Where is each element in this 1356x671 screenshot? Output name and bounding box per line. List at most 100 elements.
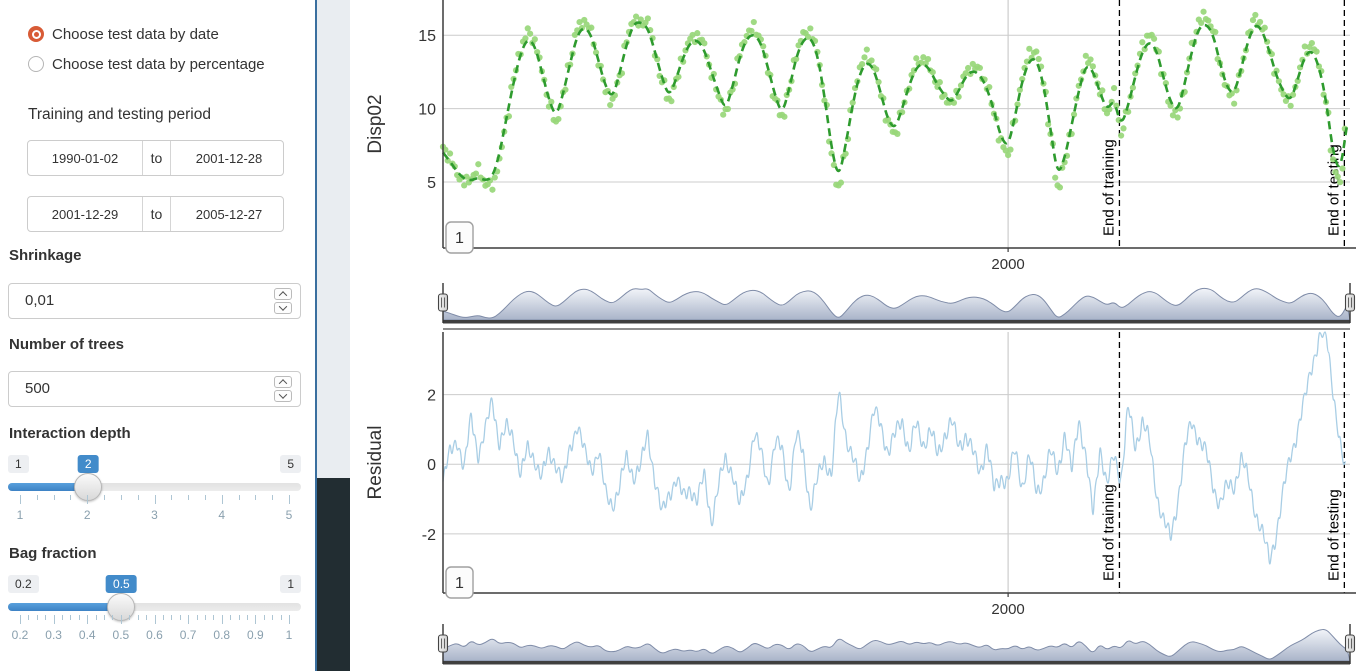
slider-tick [78,615,80,620]
slider-tick [28,615,30,620]
num-trees-input[interactable] [25,372,255,404]
observed-point [1127,93,1134,100]
strip-light-section [317,0,350,478]
period-section-label: Training and testing period [28,106,211,123]
training-end-date-input[interactable] [171,141,287,175]
observed-point [1231,100,1238,107]
chevron-down-icon [278,390,288,399]
radio-test-by-date[interactable]: Choose test data by date [28,25,219,43]
observed-point [444,157,451,164]
radio-test-by-percentage[interactable]: Choose test data by percentage [28,55,265,73]
slider-track[interactable] [8,483,301,491]
slider-tick [204,615,206,620]
chevron-up-icon [278,291,288,300]
observed-point [1273,67,1280,74]
slider-tick [87,495,89,504]
slider-tick [120,495,122,500]
observed-point [873,66,880,73]
vline-label: End of training [1100,139,1117,236]
observed-point [588,24,595,31]
observed-point [689,31,696,39]
bag-fraction-slider: 0.2 1 0.5 0.2 0.3 0.4 0.5 0.6 0.7 0.8 0.9 1 [8,575,301,645]
residual-line [442,331,1347,565]
chart-plot-area[interactable] [443,0,1350,248]
shrinkage-input[interactable] [25,284,255,316]
slider-max-badge: 5 [280,455,301,473]
observed-point [1106,106,1113,113]
slider-tick [255,495,257,500]
chart-plot-area[interactable] [443,332,1350,593]
spin-down-button[interactable] [274,302,292,314]
radio-selected-icon[interactable] [28,26,44,42]
observed-point [592,49,600,56]
observed-point [976,64,983,72]
observed-point [861,54,868,61]
observed-point [1052,174,1059,181]
slider-tick [221,495,223,504]
range-handle-left[interactable] [437,634,449,653]
slider-tick [104,615,106,620]
slider-tick [162,615,164,620]
training-start-date-input[interactable] [28,141,142,175]
spin-up-button[interactable] [274,288,292,300]
testing-start-date-input[interactable] [28,197,142,231]
observed-point [1087,56,1094,63]
slider-tick [104,495,106,500]
observed-point [1233,87,1240,94]
observed-point [920,54,927,61]
observed-point [1169,112,1177,119]
slider-tick [154,615,156,624]
observed-point [1308,39,1315,47]
slider-tick [280,615,282,620]
range-handle-right[interactable] [1344,634,1356,653]
annotation-box[interactable] [445,566,474,599]
slider-grid-label: 2 [83,508,91,522]
slider-tick [62,615,64,620]
slider-track[interactable] [8,603,301,611]
range-handle-right[interactable] [1344,293,1356,312]
interaction-depth-slider: 1 5 2 1 2 3 4 5 [8,455,301,525]
observed-point [986,83,993,91]
annotation-box[interactable] [445,221,474,254]
observed-point [1332,168,1339,176]
radio-unselected-icon[interactable] [28,56,44,72]
annotation-label: 1 [455,230,464,247]
slider-grid: 1 2 3 4 5 [8,495,301,525]
shrinkage-spinners [274,288,292,316]
slider-handle[interactable] [74,473,103,501]
testing-date-range: to [27,196,287,232]
testing-end-date-input[interactable] [171,197,287,231]
radio-test-by-percentage-label: Choose test data by percentage [52,55,265,73]
observed-point [1183,69,1191,76]
y-axis-title: Disp02 [365,94,386,153]
slider-tick [246,615,248,620]
slider-tick [129,615,131,620]
observed-point [701,40,708,47]
range-handle-left[interactable] [437,293,449,312]
observed-point [729,86,736,93]
observed-point [1061,159,1068,166]
slider-grid-label: 4 [218,508,226,522]
observed-point [446,150,454,157]
observed-point [531,36,538,43]
observed-point [767,71,774,78]
observed-point [1212,28,1219,36]
slider-tick [70,495,72,500]
slider-tick [87,615,89,624]
slider-tick [196,615,198,620]
vline-label: End of testing [1325,489,1342,581]
slider-tick [154,495,156,504]
spin-down-button[interactable] [274,390,292,402]
observed-point [1252,11,1259,19]
observed-point [548,98,555,105]
slider-grid-label: 0.2 [11,628,29,642]
slider-tick [146,615,148,620]
observed-point [1296,64,1304,71]
slider-grid-label: 1 [16,508,24,522]
spin-up-button[interactable] [274,376,292,388]
observed-point [1261,24,1268,31]
slider-tick [171,615,173,620]
slider-tick [179,615,181,620]
observed-point [720,111,727,118]
